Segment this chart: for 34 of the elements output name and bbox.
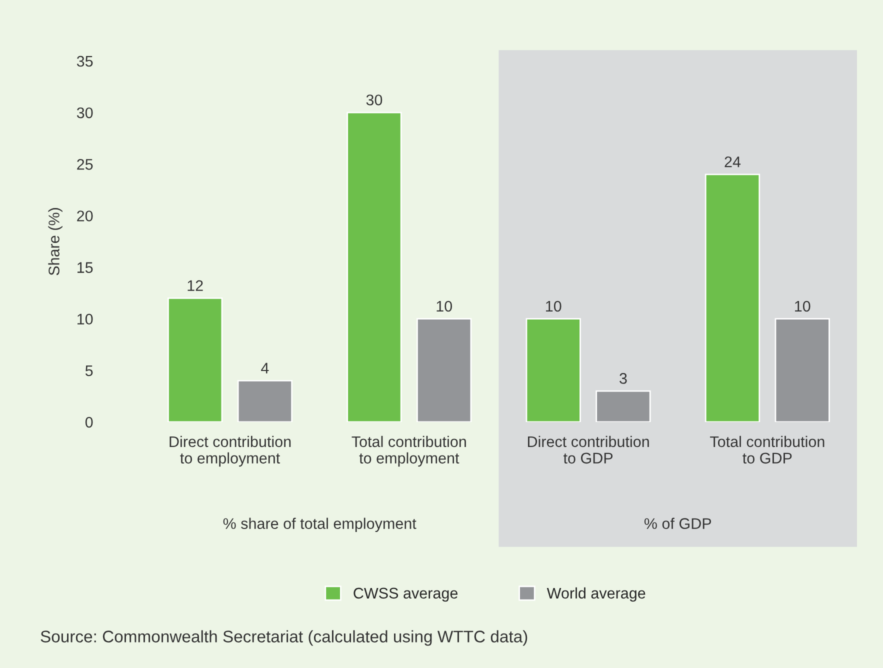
y-tick-label: 25: [77, 159, 93, 170]
y-tick-label: 15: [78, 262, 93, 273]
y-tick-label: 5: [85, 365, 93, 376]
bar: [237, 380, 293, 422]
data-label: 12: [188, 280, 203, 291]
data-label: 4: [261, 362, 269, 374]
x-tick-label: Total contribution to employment: [352, 436, 466, 467]
bar: [416, 318, 472, 422]
x-tick-label: Direct contribution to employment: [170, 436, 291, 467]
y-axis-title: Share (%): [48, 208, 62, 276]
bar: [704, 174, 760, 422]
x-tick-label: Direct contribution to GDP: [528, 436, 649, 464]
data-label: 24: [724, 156, 741, 168]
text: % share of total employment: [223, 518, 416, 532]
bar: [596, 390, 651, 422]
bar: [168, 298, 223, 422]
data-label: 10: [436, 300, 452, 312]
y-tick-label: 30: [76, 107, 93, 118]
legend-label: CWSS average: [354, 588, 458, 602]
bar: [526, 318, 581, 422]
x-tick-label: Total contribution to GDP: [710, 436, 824, 464]
bar: [774, 318, 830, 422]
y-tick-label: 10: [78, 314, 93, 325]
legend-label: World average: [546, 587, 646, 602]
y-tick-label: 0: [85, 416, 93, 428]
bar: [346, 112, 402, 422]
data-label: 30: [366, 94, 382, 106]
data-label: 3: [620, 373, 627, 384]
band-label: % of GDP: [644, 518, 712, 529]
y-tick-label: 20: [77, 210, 93, 222]
source-note: Source: Commonwealth Secretariat (calculated using WTTC data): [40, 630, 528, 646]
data-label: 10: [795, 300, 810, 312]
data-label: 10: [546, 300, 562, 312]
y-tick-label: 35: [76, 56, 93, 67]
